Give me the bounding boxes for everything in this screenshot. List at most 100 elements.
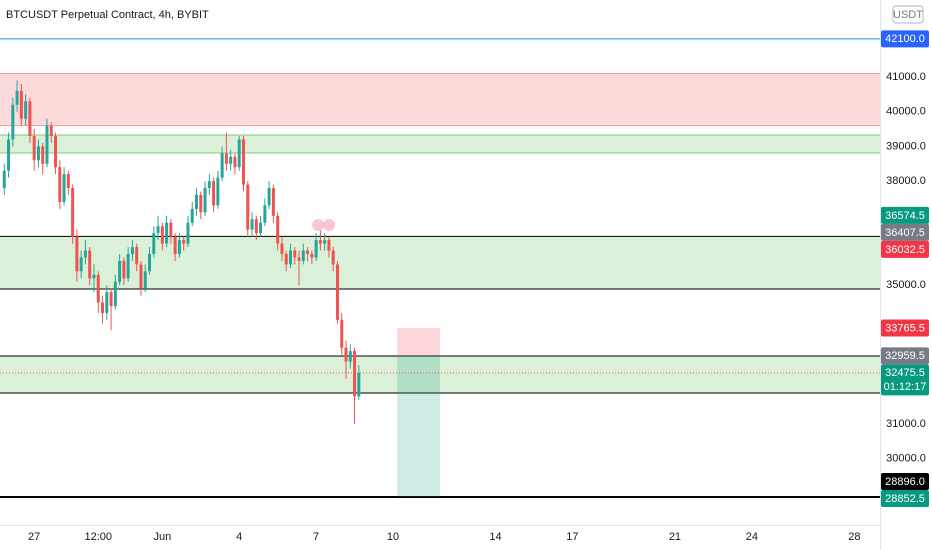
- candle-body: [357, 372, 361, 397]
- y-tick-label: 38000.0: [886, 175, 926, 187]
- price-label: 36574.5: [885, 210, 925, 222]
- candle-body: [353, 351, 357, 397]
- zone: [0, 73, 880, 126]
- x-tick-label: 10: [387, 531, 399, 543]
- candle-body: [212, 181, 216, 206]
- candle-body: [36, 146, 40, 161]
- price-label-box: [881, 30, 929, 48]
- candle-body: [11, 104, 15, 140]
- candle-body: [143, 271, 147, 289]
- candle-body: [126, 253, 130, 279]
- x-tick-label: 28: [848, 531, 860, 543]
- candle-body: [301, 250, 305, 261]
- currency-button[interactable]: [892, 5, 924, 24]
- candle-body: [49, 125, 53, 136]
- candle-body: [135, 247, 139, 265]
- candle-body: [318, 240, 322, 244]
- plot-area: [0, 38, 880, 499]
- zone: [0, 356, 880, 394]
- candle-body: [246, 184, 250, 230]
- candle-body: [19, 90, 23, 119]
- candle-body: [314, 240, 318, 258]
- candle-body: [66, 174, 70, 189]
- y-tick-label: 30000.0: [886, 453, 926, 465]
- candle-body: [344, 347, 348, 362]
- price-label-box: [881, 473, 929, 491]
- price-label: 28896.0: [885, 476, 925, 488]
- y-tick-label: 39000.0: [886, 140, 926, 152]
- x-tick-label: 27: [28, 531, 40, 543]
- price-label-box: [881, 206, 929, 224]
- candle-body: [113, 281, 117, 307]
- candle-body: [288, 250, 292, 265]
- candle-body: [323, 240, 327, 244]
- y-tick-label: 35000.0: [886, 279, 926, 291]
- price-label-box: [881, 490, 929, 508]
- candle-body: [190, 208, 194, 223]
- candle-body: [88, 250, 92, 279]
- candle-body: [139, 264, 143, 289]
- price-label-box: [881, 347, 929, 365]
- candle-body: [216, 177, 220, 206]
- candle-body: [237, 139, 241, 168]
- x-tick-label: 4: [236, 531, 242, 543]
- candle-body: [331, 250, 335, 265]
- candle-body: [335, 264, 339, 320]
- candle-body: [177, 240, 181, 254]
- candle-body: [224, 153, 228, 164]
- candle-body: [7, 139, 11, 171]
- candle-body: [259, 222, 263, 234]
- price-label-box: [881, 240, 929, 258]
- price-label: 42100.0: [885, 33, 925, 45]
- x-tick-label: 12:00: [84, 531, 112, 543]
- candle-body: [122, 260, 126, 279]
- emoji-marker: [312, 219, 324, 231]
- candle-body: [293, 250, 297, 258]
- candle-body: [41, 146, 45, 164]
- candle-body: [92, 274, 96, 279]
- candle-body: [340, 319, 344, 348]
- currency-label[interactable]: USDT: [893, 9, 923, 21]
- candle-body: [148, 253, 152, 272]
- candle-body: [263, 205, 267, 223]
- candle-body: [267, 188, 271, 206]
- candle-body: [306, 250, 310, 254]
- candle-body: [195, 194, 198, 209]
- candle-body: [152, 233, 156, 254]
- candle-body: [203, 188, 207, 213]
- candle-body: [156, 226, 160, 234]
- candle-body: [160, 226, 164, 244]
- price-label-box: [881, 364, 929, 396]
- price-label: 32959.5: [885, 350, 925, 362]
- price-label: 32475.5: [885, 367, 925, 379]
- price-label: 33765.5: [885, 322, 925, 334]
- candle-body: [62, 174, 66, 202]
- candle-body: [199, 194, 203, 213]
- candle-body: [101, 302, 105, 313]
- candle-body: [233, 156, 237, 168]
- position-target-zone: [397, 356, 440, 498]
- x-tick-label: 7: [313, 531, 319, 543]
- candle-body: [83, 250, 87, 258]
- candle-body: [24, 101, 28, 119]
- y-tick-label: 41000.0: [886, 71, 926, 83]
- candle-body: [254, 219, 258, 234]
- candle-body: [75, 236, 79, 272]
- x-tick-label: 24: [746, 531, 758, 543]
- candle-body: [229, 156, 233, 164]
- candle-body: [28, 101, 32, 136]
- candle-body: [32, 135, 36, 161]
- candle-body: [169, 222, 173, 237]
- candle-body: [207, 181, 211, 189]
- candle-body: [220, 153, 224, 178]
- price-label-box: [881, 319, 929, 337]
- price-axis: 27 12:00 Jun 4 7 10 14 17 21 24 28 41000.0 40000.0 39…: [28, 71, 926, 543]
- candle-body: [182, 240, 186, 244]
- candle-body: [276, 215, 280, 244]
- candle-body: [348, 351, 352, 362]
- candle-body: [54, 135, 58, 168]
- candle-body: [79, 257, 83, 272]
- countdown-label: 01:12:17: [884, 381, 927, 393]
